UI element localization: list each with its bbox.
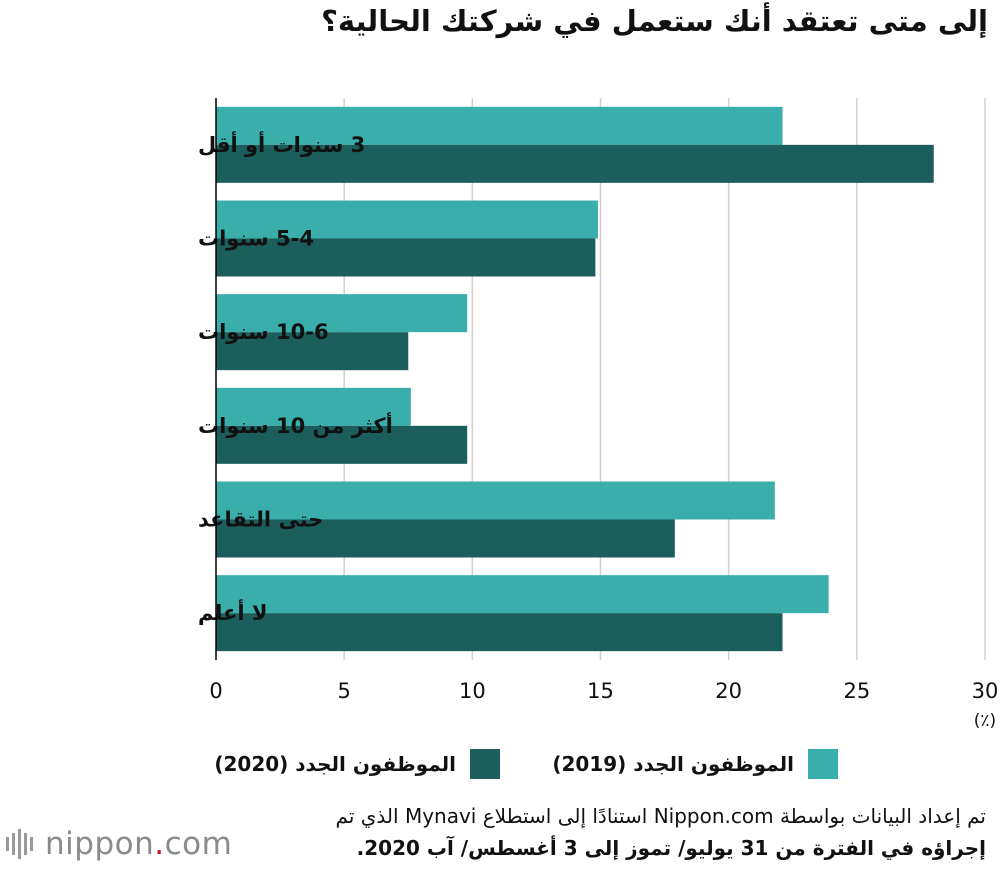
category-label: أكثر من 10 سنوات (198, 411, 393, 438)
logo-dot: . (154, 826, 165, 862)
legend-item-2020: الموظفون الجدد (2020) (214, 744, 500, 784)
category-label: لا أعلم (198, 598, 268, 625)
x-tick-label: 0 (209, 679, 222, 703)
bar-2019 (216, 200, 598, 239)
logo-stripes-icon (6, 829, 36, 859)
bar-chart: 0 5 10 15 20 25 30 (٪) 3 سنوات أو أقل 5-4 سنوات 10… (198, 98, 999, 731)
logo-tld: com (164, 826, 233, 862)
bar-2020 (216, 425, 468, 464)
x-tick-label: 5 (337, 679, 350, 703)
bar-2020 (216, 144, 934, 183)
legend-label-2020: الموظفون الجدد (2020) (214, 752, 456, 776)
nippon-logo: nippon. com (6, 826, 232, 862)
bar-2019 (216, 387, 411, 426)
legend-swatch-2020 (470, 749, 500, 779)
logo-text: nippon (45, 826, 155, 862)
x-tick-label: 20 (715, 679, 742, 703)
bar-2020 (216, 332, 409, 371)
category-label: حتى التقاعد (198, 508, 323, 532)
bar-2019 (216, 481, 775, 520)
legend-item-2019: الموظفون الجدد (2019) (552, 744, 838, 784)
source-line-1: تم إعداد البيانات بواسطة Nippon.com استن… (335, 804, 986, 828)
bar-2020 (216, 519, 675, 558)
x-tick-label: 15 (587, 679, 614, 703)
x-axis-unit-label: (٪) (974, 711, 996, 731)
category-label: 5-4 سنوات (198, 227, 314, 251)
category-label: 3 سنوات أو أقل (198, 130, 365, 157)
legend-swatch-2019 (808, 749, 838, 779)
source-line-2: إجراؤه في الفترة من 31 يوليو/ تموز إلى 3… (356, 836, 986, 860)
chart-title: إلى متى تعتقد أنك ستعمل في شركتك الحالية… (321, 4, 988, 38)
bar-2019 (216, 106, 783, 145)
bar-2019 (216, 294, 468, 333)
legend-label-2019: الموظفون الجدد (2019) (552, 752, 794, 776)
bar-2020 (216, 613, 783, 652)
x-tick-label: 10 (459, 679, 486, 703)
bar-2019 (216, 575, 829, 614)
x-tick-label: 30 (972, 679, 999, 703)
category-label: 10-6 سنوات (198, 320, 329, 344)
x-tick-label: 25 (843, 679, 870, 703)
source-note: تم إعداد البيانات بواسطة Nippon.com استن… (336, 800, 986, 864)
bar-2020 (216, 238, 596, 277)
